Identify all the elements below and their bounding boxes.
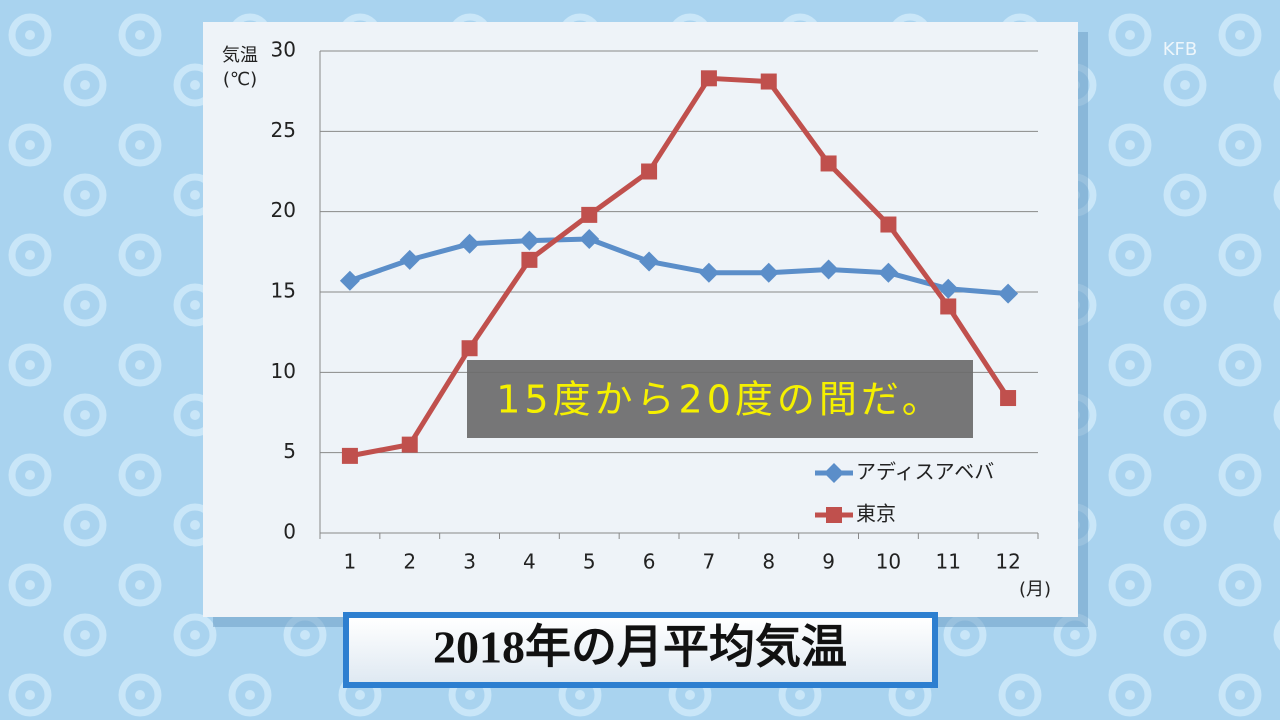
y-tick-label: 5 bbox=[283, 439, 296, 463]
x-tick-label: 6 bbox=[643, 550, 656, 574]
x-tick-label: 3 bbox=[463, 550, 476, 574]
y-tick-label: 10 bbox=[271, 359, 296, 383]
x-axis-unit: (月) bbox=[1019, 579, 1051, 600]
marker bbox=[760, 73, 777, 90]
marker bbox=[639, 251, 660, 272]
logo: KFB bbox=[1163, 39, 1198, 60]
x-tick-label: 2 bbox=[403, 550, 416, 574]
marker bbox=[818, 259, 839, 280]
marker bbox=[824, 463, 844, 483]
y-tick-label: 0 bbox=[283, 520, 296, 544]
x-tick-label: 4 bbox=[523, 550, 536, 574]
legend-label: アディスアベバ bbox=[856, 460, 994, 484]
x-tick-label: 11 bbox=[936, 550, 961, 574]
marker bbox=[698, 262, 719, 283]
title-banner bbox=[349, 618, 932, 682]
marker bbox=[461, 340, 478, 357]
marker bbox=[820, 155, 837, 172]
marker bbox=[940, 298, 957, 315]
marker bbox=[878, 262, 899, 283]
marker bbox=[521, 251, 538, 268]
x-tick-label: 5 bbox=[583, 550, 596, 574]
marker bbox=[880, 216, 897, 233]
x-tick-label: 10 bbox=[876, 550, 901, 574]
marker bbox=[399, 249, 420, 270]
y-tick-label: 20 bbox=[271, 198, 296, 222]
y-axis-label: 気温 bbox=[222, 45, 258, 66]
chart-title: 2018年の月平均気温 bbox=[433, 622, 847, 673]
caption-box bbox=[467, 360, 973, 438]
marker bbox=[341, 447, 358, 464]
marker bbox=[826, 507, 842, 523]
marker bbox=[401, 436, 418, 453]
series-line bbox=[349, 75, 1011, 459]
x-tick-label: 12 bbox=[995, 550, 1020, 574]
marker bbox=[938, 278, 959, 299]
y-tick-label: 30 bbox=[271, 38, 296, 62]
y-axis-unit: (℃) bbox=[223, 69, 257, 90]
x-tick-label: 1 bbox=[344, 550, 357, 574]
marker bbox=[1000, 390, 1017, 407]
marker bbox=[700, 70, 717, 87]
y-tick-label: 15 bbox=[271, 279, 296, 303]
y-tick-label: 25 bbox=[271, 118, 296, 142]
legend-label: 東京 bbox=[856, 502, 896, 526]
marker bbox=[459, 233, 480, 254]
marker bbox=[758, 262, 779, 283]
chart-panel bbox=[203, 22, 1078, 617]
x-tick-label: 7 bbox=[703, 550, 716, 574]
series-line bbox=[349, 236, 1009, 297]
marker bbox=[581, 206, 598, 223]
marker bbox=[998, 283, 1019, 304]
marker bbox=[519, 230, 540, 251]
x-tick-label: 8 bbox=[762, 550, 775, 574]
x-tick-label: 9 bbox=[822, 550, 835, 574]
marker bbox=[339, 270, 360, 291]
marker bbox=[579, 228, 600, 249]
caption: 15度から20度の間だ。 bbox=[496, 378, 944, 422]
marker bbox=[641, 163, 658, 180]
